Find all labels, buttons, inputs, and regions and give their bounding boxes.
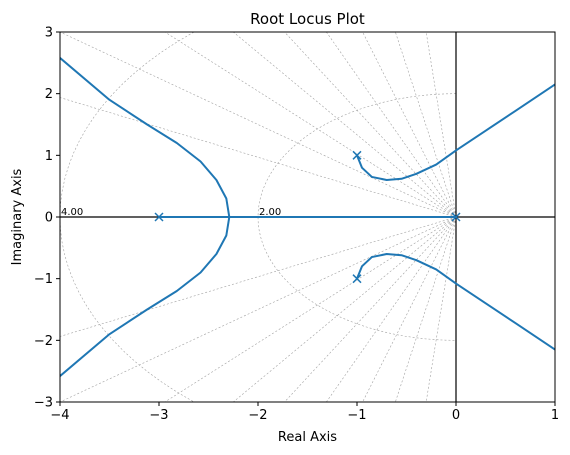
x-axis-label: Real Axis bbox=[278, 430, 337, 445]
damping-line bbox=[284, 216, 457, 402]
pole-marker bbox=[451, 212, 461, 222]
x-tick-label: 0 bbox=[452, 408, 460, 423]
pole-markers bbox=[154, 150, 461, 284]
damping-line bbox=[232, 32, 457, 218]
locus-branch bbox=[60, 216, 231, 377]
pole-marker-stroke bbox=[352, 150, 362, 160]
locus-branch bbox=[356, 83, 555, 181]
pole-marker-stroke bbox=[352, 274, 362, 284]
damping-line bbox=[60, 97, 457, 218]
wn-label: 4.00 bbox=[61, 207, 83, 218]
y-tick-label: 1 bbox=[45, 149, 53, 164]
y-tick-label: −2 bbox=[34, 334, 53, 349]
locus-series bbox=[60, 57, 555, 377]
y-tick-label: 2 bbox=[45, 87, 53, 102]
x-tick-label: −1 bbox=[347, 408, 366, 423]
locus-branch bbox=[356, 253, 555, 351]
damping-line bbox=[232, 216, 457, 402]
x-tick-label: 1 bbox=[551, 408, 559, 423]
damping-line bbox=[60, 216, 457, 337]
y-axis-label: Imaginary Axis bbox=[10, 168, 25, 265]
wn-label: 2.00 bbox=[259, 207, 281, 218]
damping-line bbox=[284, 32, 457, 218]
damping-line bbox=[362, 216, 457, 402]
grid bbox=[60, 32, 457, 402]
y-tick-label: −1 bbox=[34, 272, 53, 287]
pole-marker-stroke bbox=[451, 212, 461, 222]
damping-line bbox=[326, 216, 457, 402]
chart-title: Root Locus Plot bbox=[250, 10, 365, 28]
pole-marker bbox=[154, 212, 164, 222]
y-tick-label: 0 bbox=[45, 211, 53, 226]
pole-marker bbox=[352, 150, 362, 160]
pole-marker bbox=[352, 274, 362, 284]
x-tick-label: −3 bbox=[149, 408, 168, 423]
pole-marker-stroke bbox=[154, 212, 164, 222]
x-tick-label: −4 bbox=[50, 408, 69, 423]
natural-frequency-circle bbox=[257, 93, 457, 341]
y-tick-label: 3 bbox=[45, 26, 53, 41]
damping-line bbox=[326, 32, 457, 218]
y-tick-label: −3 bbox=[34, 396, 53, 411]
x-tick-label: −2 bbox=[248, 408, 267, 423]
damping-line bbox=[362, 32, 457, 218]
locus-branch bbox=[60, 57, 231, 218]
